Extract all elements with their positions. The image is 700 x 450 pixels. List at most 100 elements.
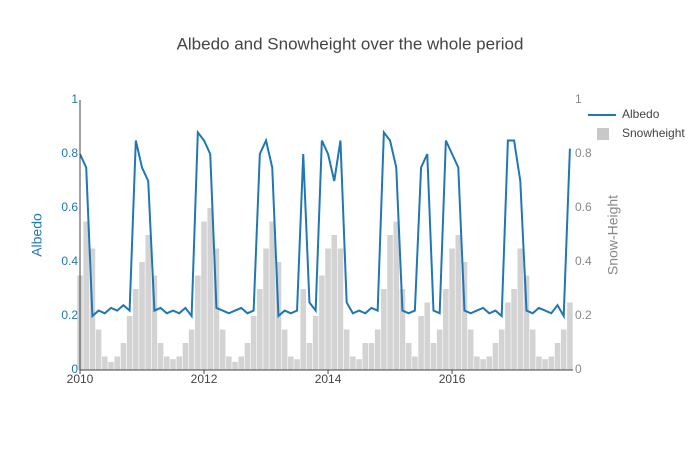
snow-bar [455,235,462,370]
y2-tick-label: 0.8 [575,146,592,160]
snow-bar [536,356,542,370]
snow-bar [250,316,257,370]
x-tick-label: 2010 [67,372,94,386]
snow-bar [294,359,300,370]
snow-bar [300,289,307,370]
y-tick-label: 1 [71,92,78,106]
albedo-line [79,129,571,320]
snow-bar [560,329,567,370]
snow-bar [269,221,276,370]
snow-bar [95,329,102,370]
snow-bar [405,343,412,370]
snow-bar [120,343,127,370]
snow-bar [399,289,406,370]
snow-bar [139,262,145,370]
snow-bar [480,359,486,370]
y-tick-label: 0.2 [61,308,78,322]
y-tick-label: 0.8 [61,146,78,160]
legend-swatch [597,128,609,140]
snow-bar [424,302,431,370]
snow-bar [312,316,319,370]
snow-bar [232,361,238,370]
snow-bar [523,275,530,370]
y2-axis-title: Snow-Height [605,195,621,275]
snow-bar [350,356,356,370]
snow-bar [306,343,313,370]
snow-bar [102,356,108,370]
snow-bar [226,356,232,370]
snow-bar [430,343,437,370]
snow-bar [554,343,561,370]
snow-bar [195,275,201,370]
snow-bar [418,316,424,370]
snow-bar [170,359,176,370]
snow-bar [151,275,158,370]
x-tick-label: 2016 [439,372,466,386]
snow-bar [238,356,245,370]
snow-bar [126,316,133,370]
y2-tick-label: 0.2 [575,308,592,322]
snow-bar [486,356,493,370]
snow-bar [542,359,548,370]
snow-bar [368,343,375,370]
snow-bar [145,235,152,370]
snow-bar [492,343,499,370]
y2-tick-label: 1 [575,92,582,106]
snow-bar [393,221,400,370]
snow-bar [505,302,511,370]
snow-bar [331,235,338,370]
snow-bar [511,289,517,370]
snow-bar [133,289,139,370]
snow-bar [517,248,524,370]
snow-bar [219,329,226,370]
legend-label: Snowheight [622,126,685,140]
y2-tick-label: 0.6 [575,200,592,214]
snow-bar [244,343,251,370]
snow-bar [157,343,164,370]
snow-bar [281,329,288,370]
snow-bar [263,248,269,370]
legend-label: Albedo [622,107,660,121]
snow-bar [201,221,207,370]
snow-bar [381,289,387,370]
snow-bar [412,356,418,370]
snow-bar [548,356,555,370]
snow-bar [114,356,120,370]
snow-bar [443,289,449,370]
snow-bar [567,302,573,370]
y2-tick-label: 0 [575,362,582,376]
snow-bar [207,208,214,370]
snow-bar [319,275,325,370]
snow-bar [164,356,170,370]
snow-bar [362,343,369,370]
snow-bar [374,329,381,370]
y2-tick-label: 0.4 [575,254,592,268]
snow-bar [337,248,344,370]
snow-bar [449,248,455,370]
snow-bar [387,235,393,370]
y-axis-title: Albedo [29,213,45,257]
x-tick-label: 2014 [315,372,342,386]
x-tick-label: 2012 [191,372,218,386]
snow-bar [467,329,474,370]
snow-bar [188,329,195,370]
snow-bar [83,221,89,370]
snow-bar [356,359,362,370]
snow-bar [176,356,183,370]
snow-bar [498,329,505,370]
snow-bar [288,356,294,370]
y-tick-label: 0.4 [61,254,78,268]
snow-bar [529,329,536,370]
chart-title: Albedo and Snowheight over the whole per… [177,34,524,53]
snow-bar [461,262,468,370]
snow-bar [182,343,189,370]
snow-bar [108,361,114,370]
snow-bar [343,329,350,370]
y-tick-label: 0.6 [61,200,78,214]
snow-bar [474,356,480,370]
snow-bar [325,248,331,370]
snow-bar [436,329,443,370]
y-tick-label: 0 [71,362,78,376]
snow-bar [213,248,220,370]
